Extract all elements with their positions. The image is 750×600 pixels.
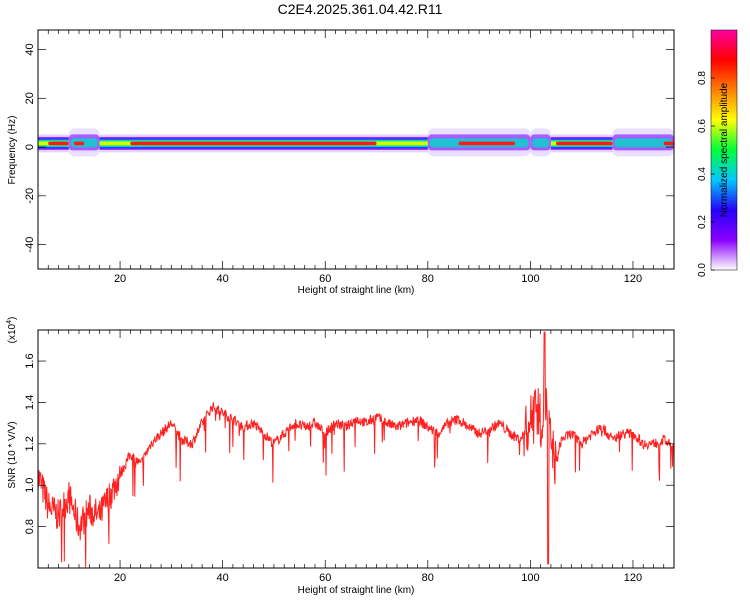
- snr-background: [38, 330, 674, 568]
- colorbar-tick-label: 0.6: [697, 119, 708, 133]
- snr-x-tick-label: 100: [521, 572, 539, 584]
- spectral-hotspot: [48, 141, 69, 146]
- colorbar-tick-label: 0.8: [697, 71, 708, 85]
- snr-x-ticks: 20 40 60 80 100 120: [37, 330, 675, 584]
- colorbar-tick-label: 0.4: [697, 167, 708, 181]
- spectral-wide-region-inner: [532, 138, 549, 148]
- colorbar-ticks: 0.0 0.2 0.4 0.6 0.8: [697, 71, 715, 277]
- snr-series-line: [38, 331, 674, 568]
- colorbar-gradient: [710, 29, 738, 271]
- spectrogram-x-tick-label: 100: [521, 273, 539, 285]
- spectrogram-x-tick-label: 20: [114, 273, 126, 285]
- spectrogram-x-tick-label: 40: [217, 273, 229, 285]
- snr-y-tick-label: 1.0: [24, 478, 36, 493]
- spectral-hotspot: [73, 141, 85, 146]
- spectral-hotspot: [663, 141, 674, 146]
- spectrogram-x-label: Height of straight line (km): [298, 285, 415, 296]
- snr-x-label: Height of straight line (km): [298, 585, 415, 596]
- snr-y-tick-label: 1.6: [24, 353, 36, 368]
- spectral-band: [38, 128, 674, 157]
- spectrogram-y-tick-label: 40: [24, 43, 36, 55]
- colorbar: 0.0 0.2 0.4 0.6 0.8 Normalized spectral ampl…: [697, 29, 738, 277]
- colorbar-label: Normalized spectral amplitude: [719, 82, 730, 217]
- snr-x-tick-label: 60: [319, 572, 331, 584]
- snr-y-tick-label: 1.2: [24, 436, 36, 451]
- chart-title: C2E4.2025.361.04.42.R11: [278, 1, 443, 17]
- spectrogram-x-tick-label: 80: [422, 273, 434, 285]
- snr-x-tick-label: 40: [217, 572, 229, 584]
- spectrogram-y-tick-label: -20: [24, 188, 36, 204]
- snr-y-ticks: 0.8 1.0 1.2 1.4 1.6: [24, 353, 674, 534]
- spectrogram-x-tick-label: 120: [624, 273, 642, 285]
- spectrogram-y-tick-label: 20: [24, 92, 36, 104]
- snr-x-tick-label: 20: [114, 572, 126, 584]
- snr-y-scale-label: (x104): [6, 317, 18, 344]
- spectrogram-y-label: Frequency (Hz): [7, 116, 18, 185]
- snr-y-label: SNR (10 * V/V): [7, 421, 18, 488]
- snr-x-tick-label: 80: [422, 572, 434, 584]
- spectrogram-x-tick-label: 60: [319, 273, 331, 285]
- spectral-wide-region-inner: [614, 138, 672, 148]
- spectral-hotspot: [130, 141, 377, 146]
- colorbar-tick-label: 0.2: [697, 215, 708, 229]
- spectral-hotspot: [458, 141, 515, 146]
- spectrogram-x-ticks: 20 40 60 80 100 120: [37, 30, 675, 285]
- snr-y-tick-label: 1.4: [24, 395, 36, 410]
- spectrogram-y-ticks: 40 20 0 -20 -40: [24, 43, 674, 253]
- spectral-hotspot: [556, 141, 613, 146]
- snr-x-tick-label: 120: [624, 572, 642, 584]
- colorbar-tick-label: 0.0: [697, 263, 708, 277]
- snr-panel: 20 40 60 80 100 120 0.8 1.0 1.2 1.4 1.6 Height of…: [6, 317, 675, 596]
- spectrogram-panel: 20 40 60 80 100 120 40 20 0 -20 -40 Height of str…: [7, 29, 675, 296]
- snr-y-tick-label: 0.8: [24, 519, 36, 534]
- spectrogram-y-tick-label: 0: [24, 144, 36, 150]
- spectrogram-y-tick-label: -40: [24, 237, 36, 253]
